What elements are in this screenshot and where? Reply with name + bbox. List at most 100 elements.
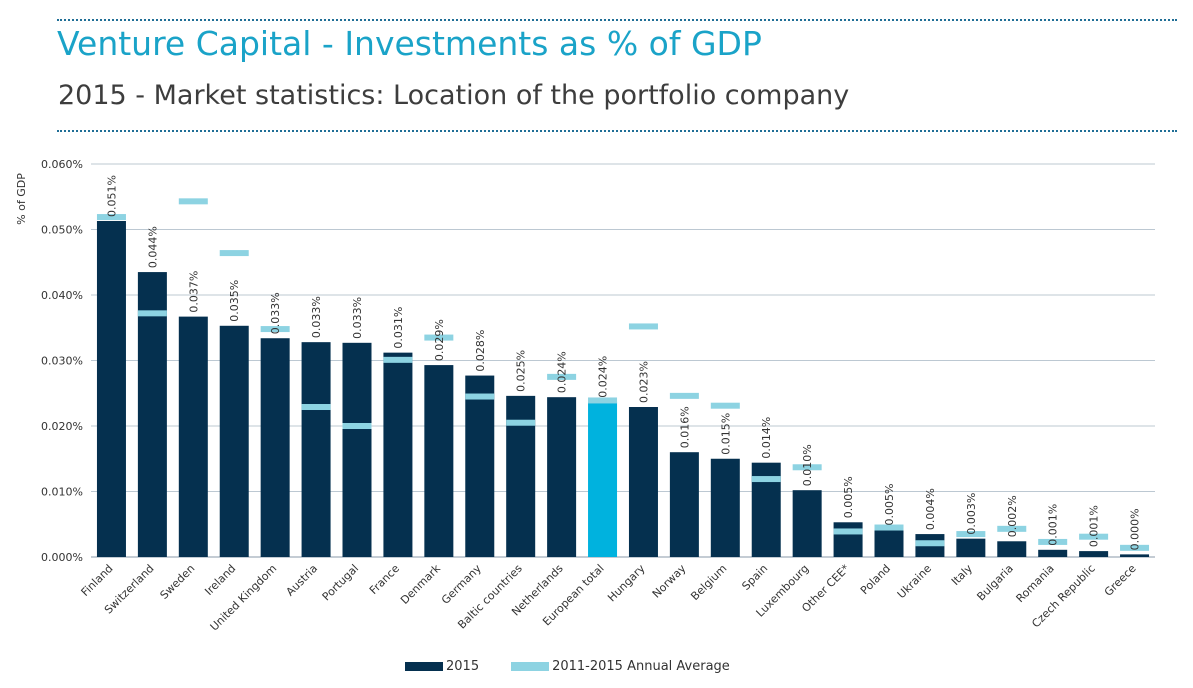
x-tick-label: Sweden: [157, 562, 197, 602]
data-label: 0.010%: [801, 444, 814, 486]
data-label: 0.001%: [1047, 504, 1060, 546]
data-label: 0.037%: [187, 271, 200, 313]
y-tick-label: 0.020%: [41, 420, 83, 433]
average-marker: [833, 528, 863, 535]
x-tick-label: France: [367, 562, 402, 597]
y-tick-label: 0.030%: [41, 355, 83, 368]
average-marker: [751, 476, 781, 483]
average-marker: [465, 393, 495, 400]
bar: [628, 407, 658, 557]
x-tick-label: Norway: [650, 562, 689, 601]
bar: [260, 338, 290, 557]
data-label: 0.035%: [228, 280, 241, 322]
average-marker: [547, 373, 577, 380]
legend-label-2015: 2015: [446, 659, 480, 674]
data-label: 0.031%: [392, 307, 405, 349]
bar-chart: 0.000% 0.010% 0.020% 0.030% 0.040% 0.050% 0.06…: [15, 158, 1155, 634]
data-label: 0.023%: [637, 361, 650, 403]
average-marker: [301, 404, 331, 411]
bar: [710, 458, 740, 557]
x-tick-label: Italy: [949, 562, 975, 588]
data-label: 0.024%: [597, 356, 610, 398]
data-label: 0.033%: [269, 292, 282, 334]
bottom-dotted-rule: [57, 130, 1177, 132]
x-tick-label: Austria: [284, 562, 321, 599]
y-tick-label: 0.050%: [41, 224, 83, 237]
y-tick-label: 0.040%: [41, 289, 83, 302]
x-tick-label: Poland: [858, 562, 893, 597]
x-tick-label: Spain: [739, 562, 770, 593]
bar: [1079, 551, 1109, 557]
average-marker: [915, 540, 945, 547]
average-marker: [96, 214, 126, 221]
x-tick-label: Finland: [79, 562, 116, 599]
average-marker: [710, 402, 740, 409]
y-tick-label: 0.010%: [41, 486, 83, 499]
bar: [1038, 549, 1068, 557]
chart-legend: 2015 2011-2015 Annual Average: [405, 659, 730, 674]
average-marker: [137, 310, 167, 317]
data-label: 0.014%: [760, 417, 773, 459]
bar: [465, 375, 495, 557]
data-label: 0.003%: [965, 493, 978, 535]
legend-swatch-average: [511, 662, 550, 671]
bar: [383, 352, 413, 557]
data-label: 0.001%: [1088, 505, 1101, 547]
average-marker: [342, 423, 372, 429]
average-marker: [219, 250, 249, 257]
bar: [424, 365, 454, 557]
average-marker: [1079, 533, 1109, 540]
top-dotted-rule: [57, 19, 1177, 21]
data-label: 0.024%: [556, 351, 569, 393]
x-tick-label: Ukraine: [895, 562, 934, 601]
bar: [588, 401, 618, 557]
bar: [997, 541, 1027, 557]
data-label: 0.002%: [1006, 495, 1019, 537]
x-tick-label: Hungary: [605, 562, 648, 605]
average-marker: [588, 397, 618, 404]
average-marker: [669, 392, 699, 399]
bar: [137, 272, 167, 557]
average-marker: [1038, 538, 1068, 545]
data-label: 0.051%: [105, 175, 118, 217]
x-tick-label: Portugal: [320, 562, 361, 603]
bar: [956, 538, 986, 557]
data-label: 0.025%: [515, 350, 528, 392]
x-tick-label: Romania: [1014, 562, 1057, 605]
bar: [1120, 554, 1150, 557]
average-marker: [178, 198, 208, 205]
x-tick-label: Greece: [1102, 562, 1139, 599]
data-label: 0.044%: [146, 226, 159, 268]
average-marker: [792, 464, 822, 471]
average-marker: [874, 524, 904, 531]
data-label: 0.033%: [310, 296, 323, 338]
average-marker: [956, 531, 986, 538]
y-tick-label: 0.060%: [41, 158, 83, 171]
average-marker: [997, 525, 1027, 532]
bar: [547, 397, 577, 557]
data-label: 0.028%: [474, 330, 487, 372]
data-label: 0.005%: [883, 484, 896, 526]
legend-label-average: 2011-2015 Annual Average: [552, 659, 730, 674]
x-tick-label: Belgium: [688, 562, 729, 603]
bar: [301, 342, 331, 557]
average-marker: [260, 326, 290, 333]
bar: [792, 490, 822, 557]
page-subtitle: 2015 - Market statistics: Location of th…: [58, 80, 850, 111]
data-label: 0.004%: [924, 488, 937, 530]
page-title: Venture Capital - Investments as % of GD…: [57, 24, 762, 63]
x-tick-label: Bulgaria: [974, 562, 1015, 603]
y-axis-title: % of GDP: [15, 173, 28, 225]
average-marker: [1120, 544, 1150, 551]
legend-swatch-2015: [405, 662, 443, 671]
y-tick-label: 0.000%: [41, 551, 83, 564]
bar: [669, 452, 699, 557]
data-label: 0.005%: [842, 476, 855, 518]
bar: [874, 529, 904, 557]
average-marker: [628, 323, 658, 330]
data-label: 0.000%: [1129, 508, 1142, 550]
bar: [342, 342, 372, 557]
data-label: 0.033%: [351, 297, 364, 339]
data-label: 0.029%: [433, 319, 446, 361]
x-tick-label: Ireland: [202, 562, 238, 598]
